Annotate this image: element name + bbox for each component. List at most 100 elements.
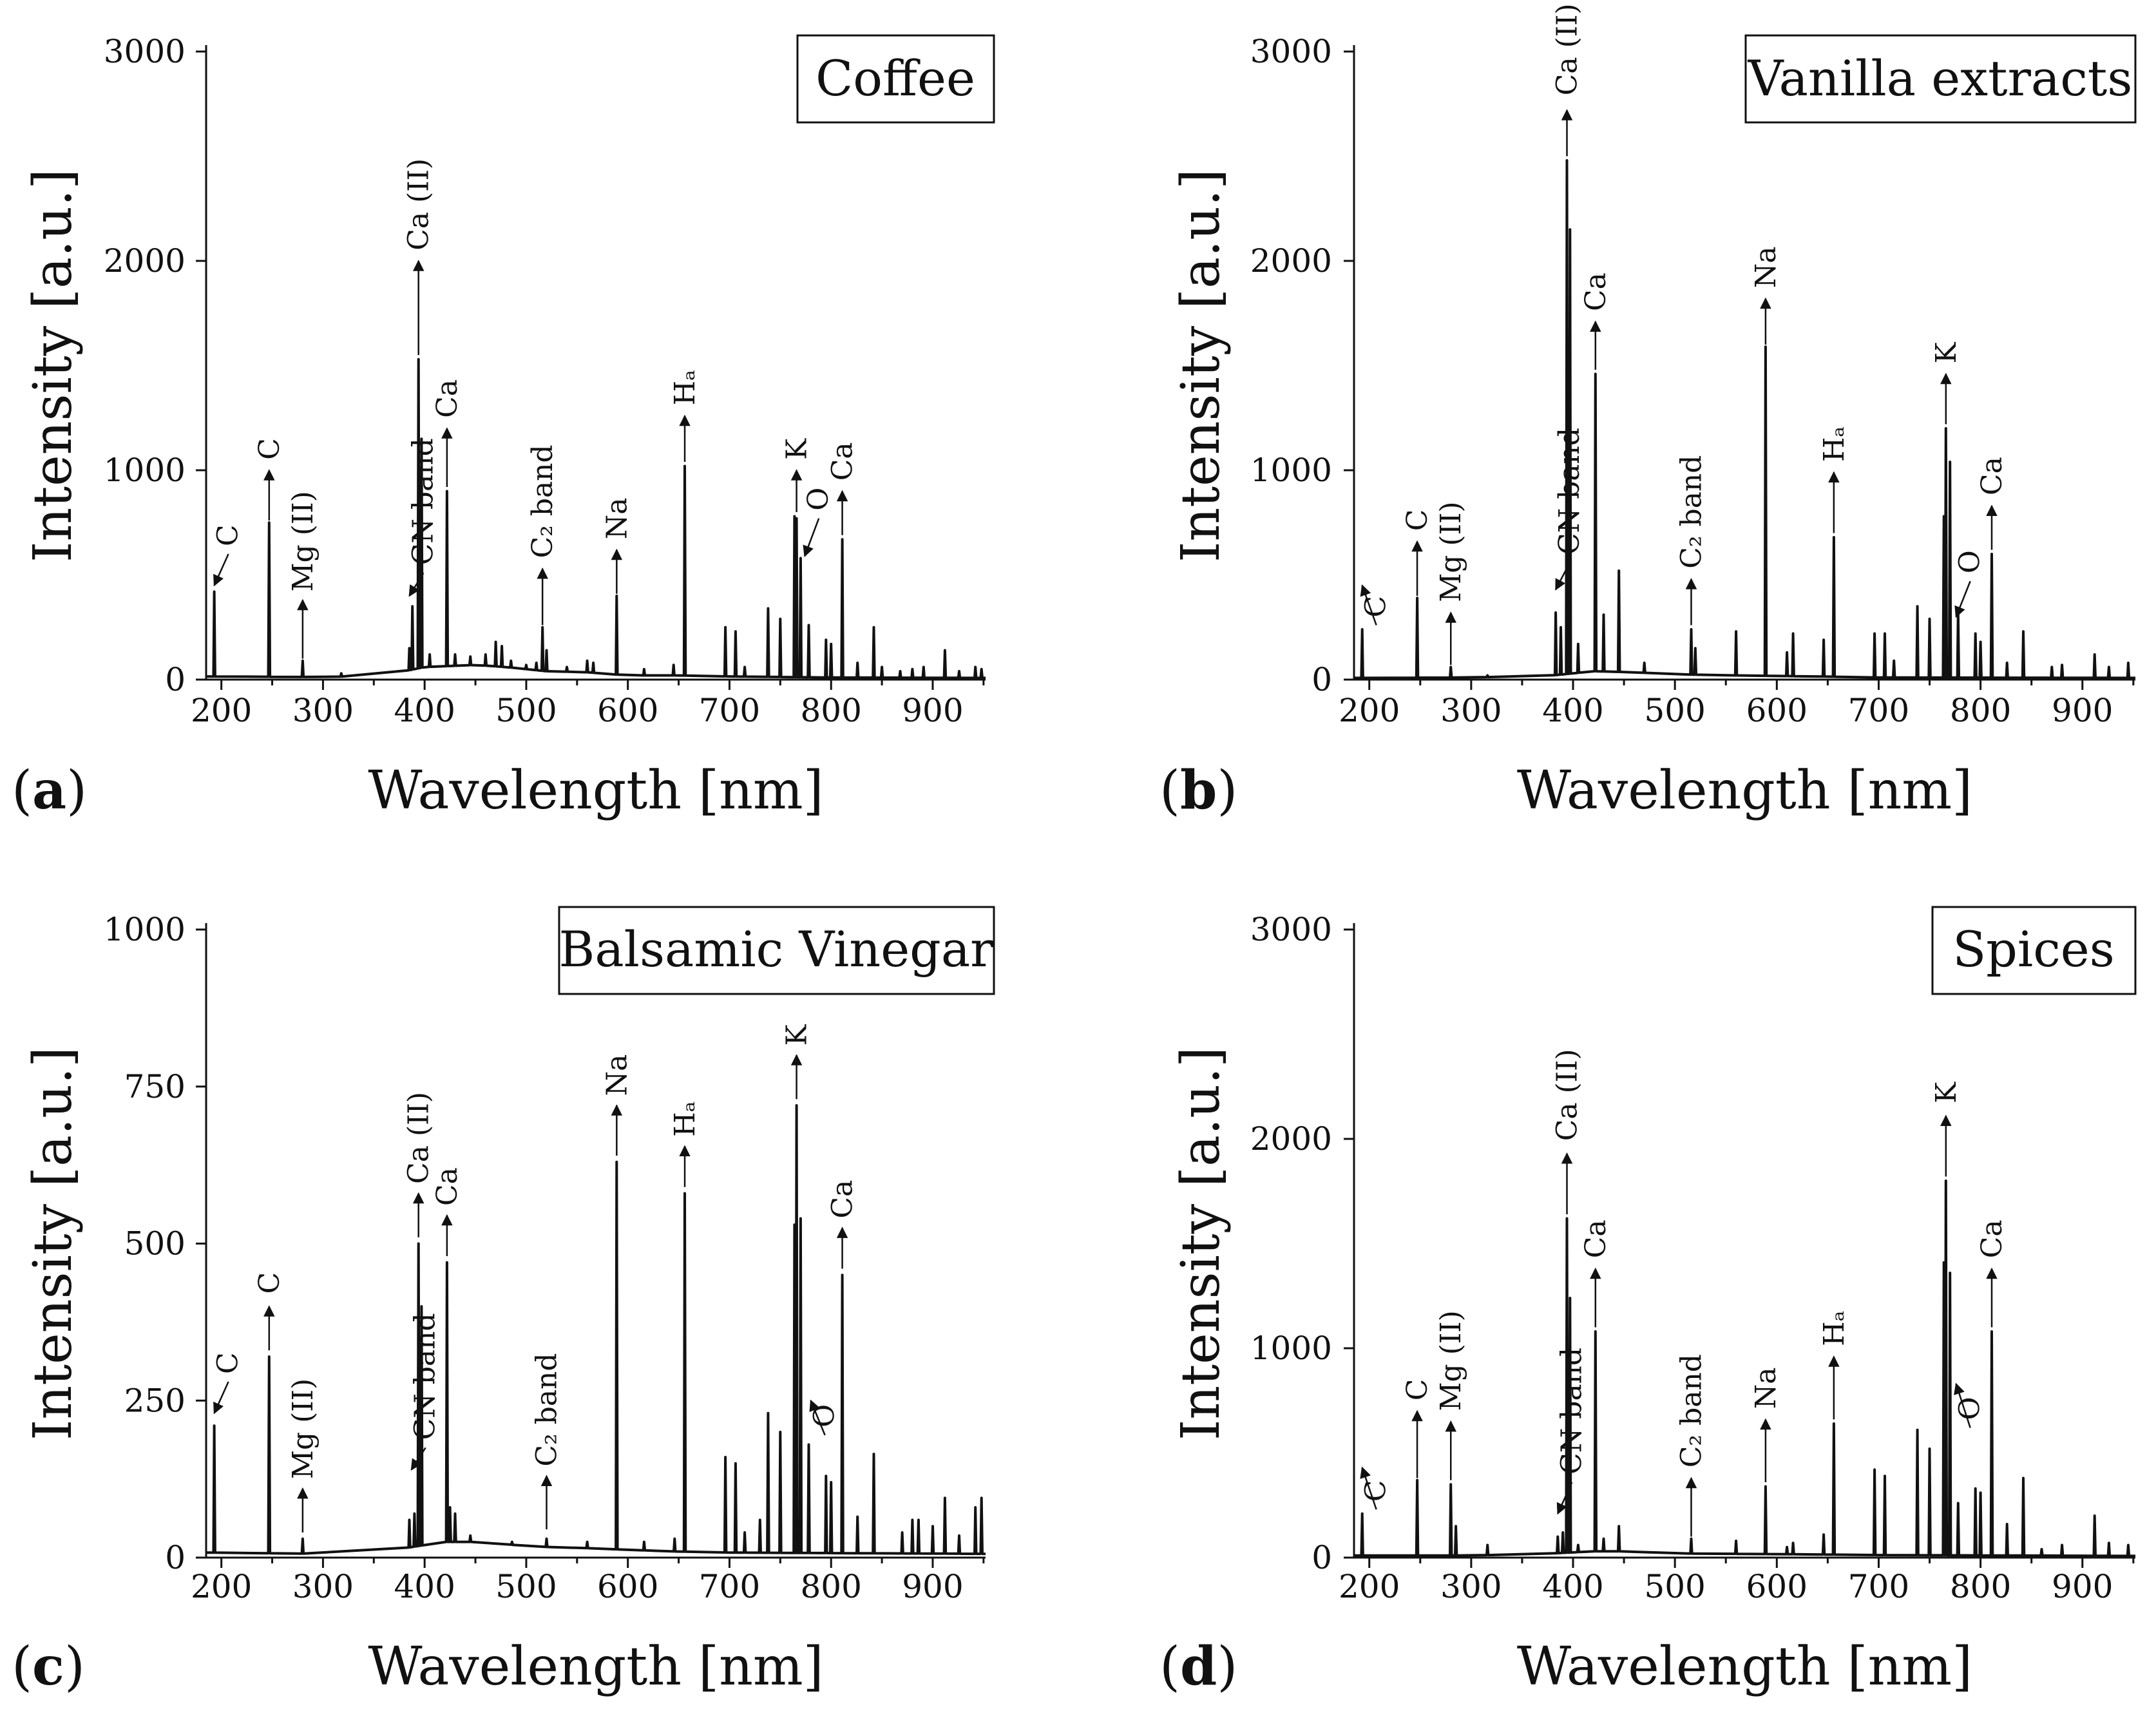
annotation-label-a-9: K — [781, 438, 814, 460]
y-tick-label-b-0: 0 — [1312, 661, 1332, 698]
x-tick-label-c-0: 200 — [191, 1568, 252, 1605]
panel-c: (c) Balsamic Vinegar — [12, 906, 995, 1697]
y-tick-label-b-3: 3000 — [1250, 33, 1332, 70]
title-box-a — [796, 34, 995, 124]
annotation-label-c-8: Hₐ — [669, 1101, 701, 1136]
annotation-label-a-0: C — [212, 524, 245, 546]
y-tick-label-c-4: 1000 — [104, 911, 186, 948]
annotation-label-a-1: C — [253, 438, 286, 460]
spectrum-line-a — [205, 358, 986, 680]
annotation-label-d-0: C — [1360, 1480, 1393, 1502]
x-tick-label-b-3: 500 — [1644, 692, 1705, 729]
y-tick-label-b-1: 1000 — [1250, 452, 1332, 489]
title-label-b: Vanilla extracts — [1748, 50, 2133, 107]
annotation-label-c-11: Ca — [826, 1180, 859, 1219]
annotation-label-c-5: Ca — [431, 1167, 464, 1206]
annotation-arrow-c-10 — [809, 1399, 826, 1436]
spectrum-line-b — [1354, 159, 2135, 680]
panel-letter-a-char: a — [32, 759, 66, 821]
x-tick-label-d-7: 900 — [2052, 1568, 2113, 1605]
panel-b: (b) Vanilla extracts — [1159, 34, 2137, 821]
annotation-label-c-4: Ca (II) — [403, 1092, 435, 1184]
x-tick-label-a-7: 900 — [902, 692, 963, 729]
annotation-arrow-a-10 — [803, 518, 820, 557]
x-tick-label-b-5: 700 — [1848, 692, 1909, 729]
title-label-c: Balsamic Vinegar — [559, 921, 995, 978]
annotation-label-c-2: Mg (II) — [287, 1379, 320, 1479]
annotation-label-a-10: O — [802, 488, 835, 511]
x-tick-label-b-4: 600 — [1746, 692, 1808, 729]
annotation-arrow-b-0 — [1360, 584, 1377, 625]
chart-a: 0 1000 2000 3000 200 300 400 500 600 700 800 900 Wav… — [23, 33, 986, 821]
annotation-arrow-c-0 — [213, 1381, 229, 1415]
y-tick-label-a-0: 0 — [165, 661, 186, 698]
annotation-label-d-2: Mg (II) — [1435, 1310, 1467, 1411]
annotation-label-b-1: C — [1401, 510, 1434, 531]
annotation-arrow-b-10 — [1954, 580, 1971, 618]
x-tick-label-a-5: 700 — [699, 692, 760, 729]
annotation-label-a-7: Na — [600, 498, 633, 540]
x-tick-label-c-6: 800 — [800, 1568, 861, 1605]
x-tick-label-c-4: 600 — [597, 1568, 658, 1605]
y-axis-title-c: Intensity [a.u.] — [23, 1047, 84, 1440]
x-tick-label-d-1: 300 — [1440, 1568, 1502, 1605]
annotation-label-b-10: O — [1954, 550, 1987, 573]
x-tick-label-d-4: 600 — [1746, 1568, 1808, 1605]
title-box-c — [558, 906, 995, 995]
y-axis-title-b: Intensity [a.u.] — [1170, 169, 1232, 562]
annotation-label-d-1: C — [1401, 1379, 1434, 1401]
panel-letter-b-char: b — [1180, 759, 1217, 821]
y-tick-label-b-2: 2000 — [1250, 242, 1332, 280]
annotation-arrow-b-3 — [1555, 562, 1571, 591]
y-tick-label-c-3: 750 — [124, 1068, 186, 1105]
chart-d: 0 1000 2000 3000 200 300 400 500 600 700 800 900 Wav… — [1170, 911, 2135, 1697]
x-tick-label-b-7: 900 — [2052, 692, 2113, 729]
annotation-label-b-8: Hₐ — [1818, 426, 1851, 462]
panel-a: (a) Coffee — [12, 34, 995, 821]
panel-letter-a: (a) — [12, 759, 87, 821]
spectrum-line-c — [205, 1104, 986, 1556]
y-tick-label-d-3: 3000 — [1250, 911, 1332, 948]
annotation-label-a-4: Ca (II) — [403, 158, 435, 251]
x-tick-label-c-2: 400 — [394, 1568, 455, 1605]
annotation-label-d-10: O — [1954, 1397, 1987, 1420]
annotation-arrow-d-3 — [1556, 1482, 1573, 1515]
annotation-arrow-a-0 — [213, 553, 229, 587]
x-tick-label-d-6: 800 — [1950, 1568, 2011, 1605]
annotation-label-d-9: K — [1930, 1082, 1963, 1103]
annotation-label-b-7: Na — [1750, 247, 1782, 289]
x-axis-title-b: Wavelength [nm] — [1517, 760, 1972, 821]
annotation-label-d-11: Ca — [1976, 1219, 2008, 1258]
y-tick-label-a-1: 1000 — [104, 452, 186, 489]
x-tick-label-b-6: 800 — [1950, 692, 2011, 729]
annotation-arrow-a-3 — [408, 572, 425, 597]
x-tick-label-d-5: 700 — [1848, 1568, 1909, 1605]
x-tick-label-a-3: 500 — [495, 692, 557, 729]
annotation-label-b-5: Ca — [1579, 272, 1612, 311]
y-axis-title-a: Intensity [a.u.] — [23, 169, 84, 562]
annotation-label-d-8: Hₐ — [1818, 1310, 1851, 1346]
x-axis-title-d: Wavelength [nm] — [1517, 1636, 1972, 1697]
y-tick-label-a-3: 3000 — [104, 33, 186, 70]
annotation-label-c-6: C₂ band — [530, 1353, 563, 1466]
annotation-label-d-4: Ca (II) — [1551, 1049, 1584, 1141]
annotation-label-d-6: C₂ band — [1675, 1354, 1708, 1467]
annotation-label-d-7: Na — [1750, 1368, 1782, 1409]
x-tick-label-a-6: 800 — [800, 692, 861, 729]
y-tick-label-d-0: 0 — [1312, 1539, 1332, 1576]
spectrum-line-d — [1354, 1179, 2135, 1558]
title-box-d — [1931, 906, 2137, 995]
title-label-a: Coffee — [816, 50, 975, 107]
x-tick-label-c-3: 500 — [495, 1568, 557, 1605]
x-tick-label-b-0: 200 — [1339, 692, 1400, 729]
chart-c: 0 250 500 750 1000 200 300 400 500 600 700 800 900 Wa… — [23, 911, 986, 1697]
annotation-label-a-6: C₂ band — [526, 444, 559, 558]
x-tick-label-c-7: 900 — [902, 1568, 963, 1605]
panel-letter-c: (c) — [12, 1636, 85, 1697]
annotation-label-c-3: CN band — [409, 1313, 442, 1440]
title-box-b — [1744, 34, 2137, 124]
annotation-arrow-c-3 — [410, 1447, 426, 1471]
annotation-label-b-0: C — [1360, 596, 1393, 618]
annotation-label-b-3: CN band — [1553, 428, 1586, 555]
